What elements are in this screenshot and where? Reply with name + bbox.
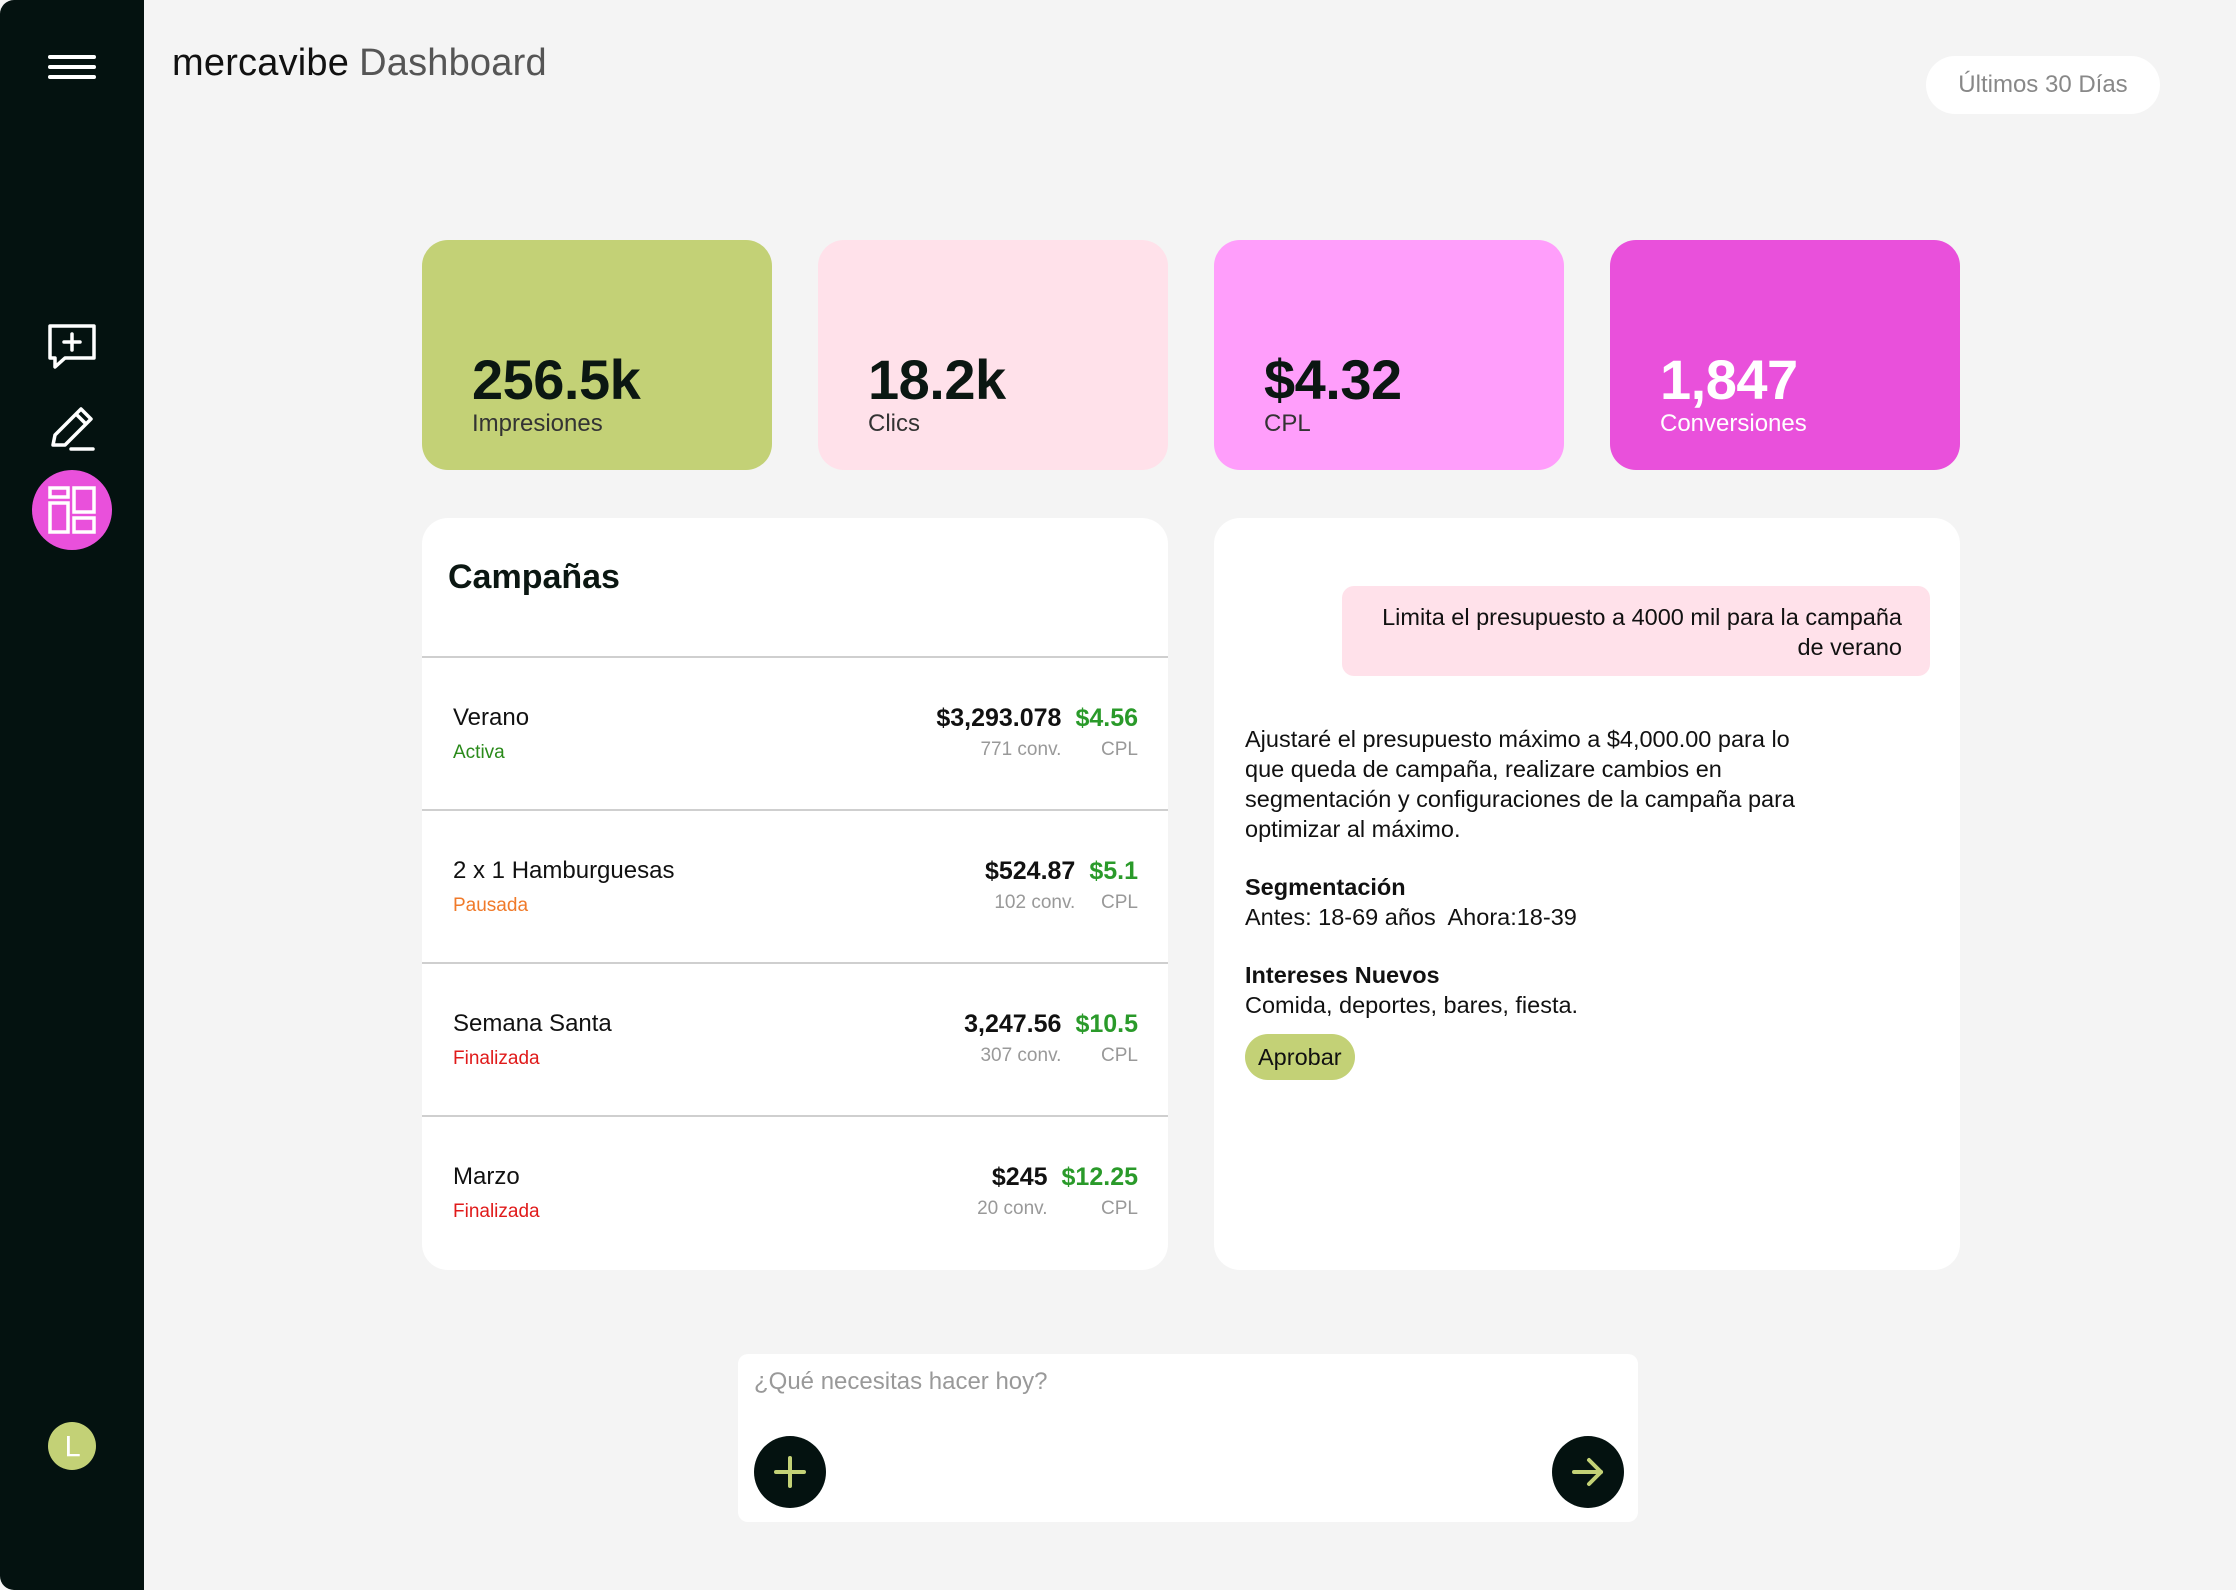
kpi-card-cpl: $4.32 CPL — [1214, 240, 1564, 470]
add-attachment-button[interactable] — [754, 1436, 826, 1508]
campaign-conversions: 771 conv. — [980, 739, 1062, 760]
campaign-cpl-label: CPL — [1101, 739, 1138, 760]
arrow-right-icon — [1572, 1458, 1603, 1486]
date-range-button[interactable]: Últimos 30 Días — [1926, 56, 2160, 114]
kpi-label: Clics — [868, 410, 920, 437]
plus-icon — [774, 1456, 806, 1488]
campaign-spend: $245 — [991, 1163, 1048, 1191]
campaign-status: Finalizada — [453, 1048, 540, 1069]
reply-intro: Ajustaré el presupuesto máximo a $4,000.… — [1245, 726, 1795, 842]
kpi-label: CPL — [1264, 410, 1311, 437]
campaign-name: Marzo — [453, 1163, 520, 1190]
campaign-conversions: 307 conv. — [980, 1045, 1062, 1066]
sidebar: L — [0, 0, 144, 1590]
menu-button[interactable] — [32, 27, 112, 107]
kpi-card-clicks: 18.2k Clics — [818, 240, 1168, 470]
brand-header: mercavibe Dashboard — [172, 42, 547, 85]
pencil-icon — [51, 407, 95, 451]
send-button[interactable] — [1552, 1436, 1624, 1508]
campaign-cpl: $5.1 — [1089, 857, 1138, 885]
campaign-row[interactable]: 2 x 1 Hamburguesas Pausada $524.87 102 c… — [422, 809, 1168, 962]
campaign-cpl: $12.25 — [1061, 1163, 1138, 1191]
user-avatar[interactable]: L — [48, 1422, 96, 1470]
campaign-cpl-label: CPL — [1101, 1198, 1138, 1219]
campaign-spend: $524.87 — [984, 857, 1076, 885]
segment-text: Antes: 18-69 años Ahora:18-39 — [1245, 904, 1577, 930]
new-chat-button[interactable] — [32, 307, 112, 387]
campaign-cpl: $10.5 — [1075, 1010, 1138, 1038]
user-message-bubble: Limita el presupuesto a 4000 mil para la… — [1342, 586, 1930, 676]
page-title: Dashboard — [359, 42, 547, 84]
segment-title: Segmentación — [1245, 874, 1406, 900]
campaign-row[interactable]: Semana Santa Finalizada 3,247.56 307 con… — [422, 962, 1168, 1115]
campaign-conversions: 102 conv. — [994, 892, 1076, 913]
dashboard-button[interactable] — [32, 470, 112, 550]
kpi-label: Impresiones — [472, 410, 603, 437]
kpi-label: Conversiones — [1660, 410, 1807, 437]
interests-title: Intereses Nuevos — [1245, 962, 1440, 988]
dashboard-icon — [48, 486, 96, 534]
campaign-spend: 3,247.56 — [964, 1010, 1062, 1038]
campaign-name: Verano — [453, 704, 530, 731]
campaign-cpl-label: CPL — [1101, 892, 1138, 913]
assistant-reply: Ajustaré el presupuesto máximo a $4,000.… — [1245, 724, 1805, 1048]
kpi-value: 1,847 — [1660, 348, 1798, 411]
kpi-card-impressions: 256.5k Impresiones — [422, 240, 772, 470]
campaign-cpl-label: CPL — [1101, 1045, 1138, 1066]
menu-icon — [48, 55, 96, 79]
kpi-card-conversions: 1,847 Conversiones — [1610, 240, 1960, 470]
interests-text: Comida, deportes, bares, fiesta. — [1245, 992, 1579, 1018]
campaigns-title: Campañas — [448, 558, 620, 596]
chat-composer — [738, 1354, 1638, 1522]
campaign-list: Verano Activa $3,293.078 771 conv. $4.56… — [422, 656, 1168, 1268]
campaign-name: Semana Santa — [453, 1010, 612, 1037]
prompt-input[interactable] — [754, 1368, 1614, 1396]
campaign-row[interactable]: Verano Activa $3,293.078 771 conv. $4.56… — [422, 656, 1168, 809]
kpi-value: 256.5k — [472, 348, 641, 411]
approve-button[interactable]: Aprobar — [1245, 1034, 1355, 1080]
brand-logo-text: mercavibe — [172, 42, 350, 84]
campaign-status: Finalizada — [453, 1201, 540, 1222]
edit-button[interactable] — [32, 388, 112, 468]
campaign-status: Activa — [453, 742, 505, 763]
campaign-name: 2 x 1 Hamburguesas — [453, 857, 675, 884]
campaign-conversions: 20 conv. — [977, 1198, 1048, 1219]
campaign-row[interactable]: Marzo Finalizada $245 20 conv. $12.25 CP… — [422, 1115, 1168, 1268]
assistant-card: Limita el presupuesto a 4000 mil para la… — [1214, 518, 1960, 1270]
campaigns-card: Campañas Verano Activa $3,293.078 771 co… — [422, 518, 1168, 1270]
campaign-status: Pausada — [453, 895, 529, 916]
campaign-cpl: $4.56 — [1075, 704, 1138, 732]
kpi-value: $4.32 — [1264, 348, 1402, 411]
campaign-spend: $3,293.078 — [936, 704, 1062, 732]
chat-add-icon — [48, 324, 96, 369]
kpi-value: 18.2k — [868, 348, 1006, 411]
